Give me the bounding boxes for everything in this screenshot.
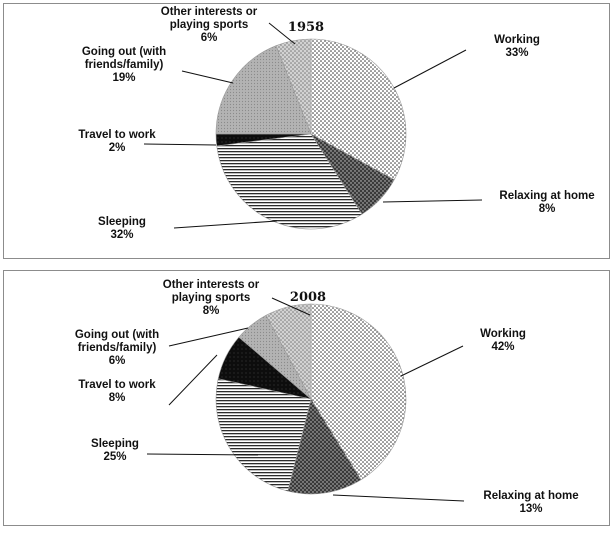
- slice-label-other-interests-or-playing-sports: Other interests or playing sports 6%: [161, 6, 258, 44]
- chart-title: 2008: [290, 290, 326, 305]
- leader-line-sleeping: [146, 453, 259, 456]
- slice-label-relaxing-at-home: Relaxing at home 13%: [483, 490, 578, 515]
- leader-line-working: [400, 345, 464, 377]
- pie-slice-working: [310, 38, 407, 181]
- leader-line-going-out-with-friends-family: [181, 70, 234, 84]
- slice-label-sleeping: Sleeping 25%: [91, 438, 139, 463]
- pie-chart-1958: 1958 Working 33% Relaxing at home 8% Sleeping…: [78, 6, 594, 241]
- pie-slice-sleeping: [215, 378, 312, 492]
- slice-label-relaxing-at-home: Relaxing at home 8%: [499, 190, 594, 215]
- slice-label-going-out-with-friends-family: Going out (with friends/family) 19%: [82, 46, 166, 84]
- leader-line-relaxing-at-home: [332, 494, 465, 502]
- slice-label-other-interests-or-playing-sports: Other interests or playing sports 8%: [163, 279, 260, 317]
- pie-chart-1958-panel: 1958 Working 33% Relaxing at home 8% Sleeping…: [3, 3, 610, 259]
- pie-slice-other-interests-or-playing-sports: [265, 303, 312, 400]
- slice-label-working: Working 33%: [494, 34, 540, 59]
- leader-line-going-out-with-friends-family: [168, 327, 249, 347]
- leader-line-sleeping: [173, 220, 278, 229]
- leader-line-relaxing-at-home: [382, 199, 483, 203]
- pie-slice-sleeping: [216, 133, 363, 230]
- slice-label-working: Working 42%: [480, 328, 526, 353]
- leader-line-other-interests-or-playing-sports: [268, 22, 296, 45]
- leader-line-travel-to-work: [143, 143, 217, 146]
- chart-title: 1958: [288, 20, 324, 35]
- slice-label-travel-to-work: Travel to work 2%: [78, 129, 156, 154]
- leader-line-working: [393, 49, 467, 89]
- slice-label-sleeping: Sleeping 32%: [98, 216, 146, 241]
- slice-label-travel-to-work: Travel to work 8%: [78, 379, 156, 404]
- pie-slice-relaxing-at-home: [287, 398, 362, 495]
- leader-line-other-interests-or-playing-sports: [271, 297, 311, 316]
- leader-line-travel-to-work: [168, 354, 218, 406]
- pie-slice-working: [310, 303, 407, 481]
- pie-slice-other-interests-or-playing-sports: [275, 38, 312, 135]
- pie-slice-going-out-with-friends-family: [215, 45, 312, 135]
- pie-chart-2008: 2008 Working 42% Relaxing at home 13% Sleepin…: [75, 279, 579, 515]
- pie-chart-2008-panel: 2008 Working 42% Relaxing at home 13% Sleepin…: [3, 270, 610, 526]
- slice-label-going-out-with-friends-family: Going out (with friends/family) 6%: [75, 329, 159, 367]
